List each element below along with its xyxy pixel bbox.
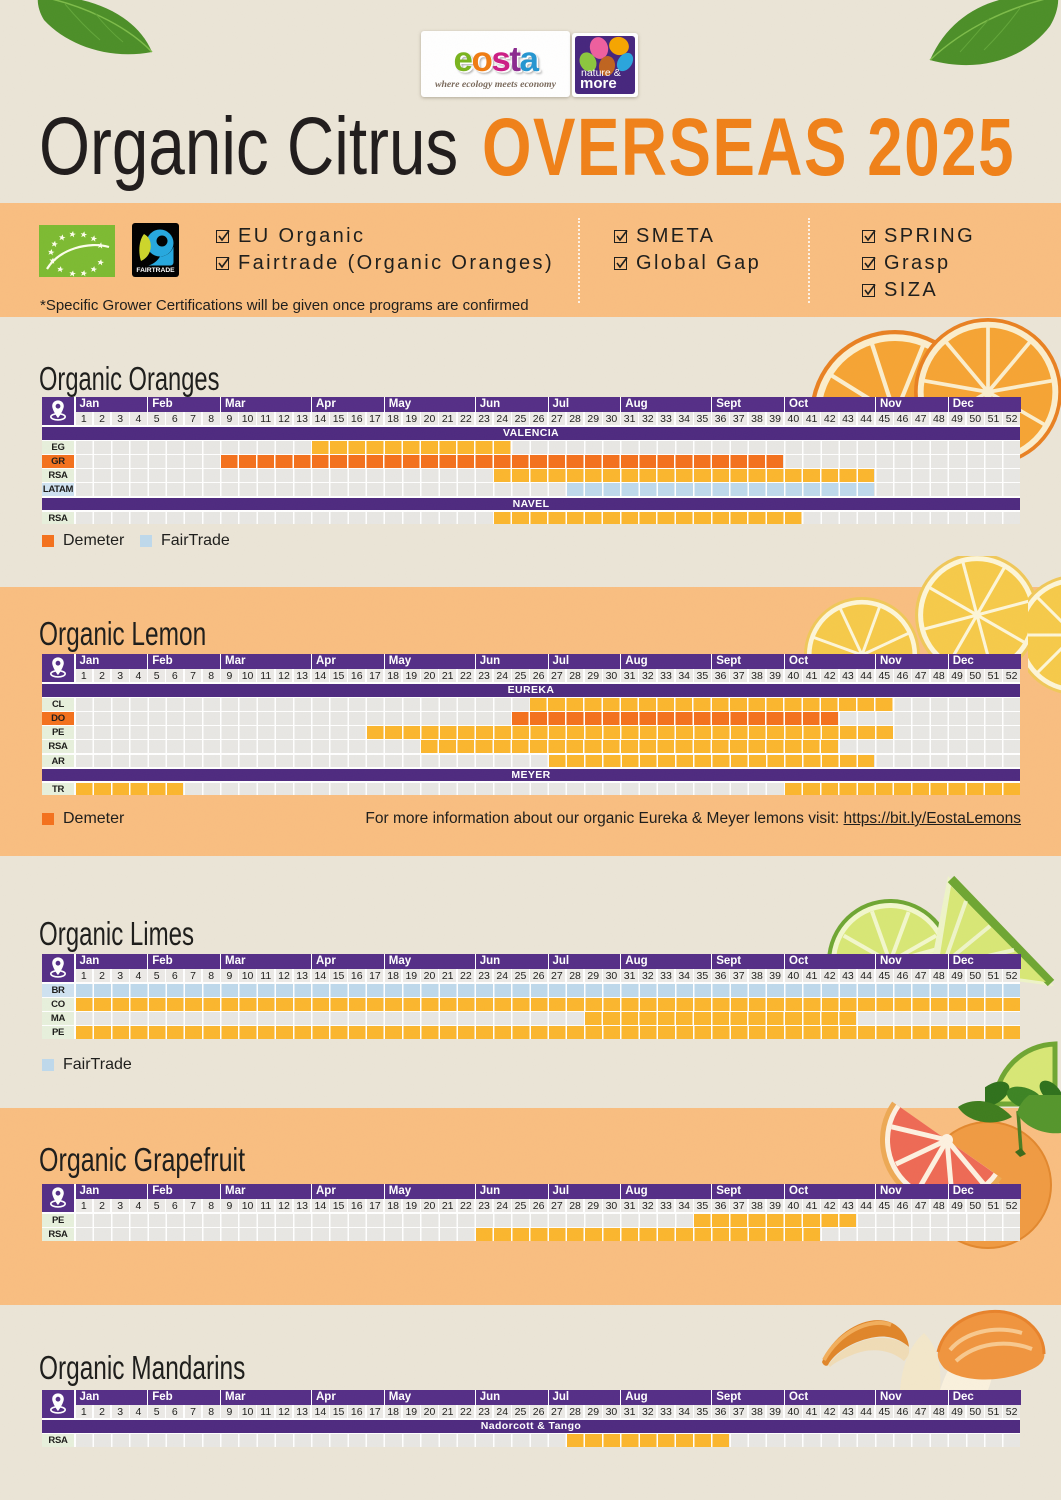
svg-text:FAIRTRADE: FAIRTRADE xyxy=(136,267,175,274)
svg-text:more: more xyxy=(580,75,617,92)
